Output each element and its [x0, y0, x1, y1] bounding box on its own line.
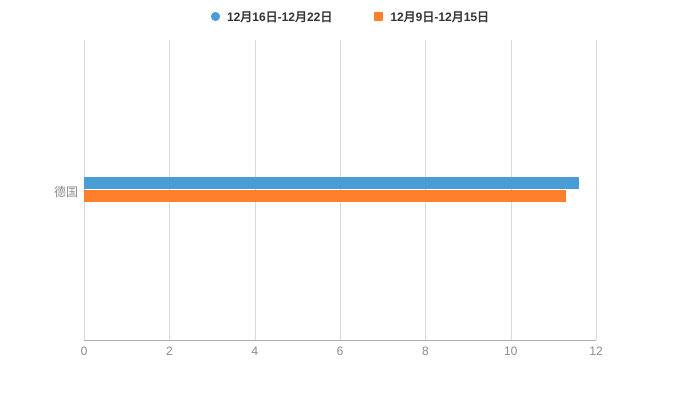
y-axis-category-label: 德国	[53, 185, 78, 199]
legend-label: 12月16日-12月22日	[226, 10, 333, 24]
bar-current-week[interactable]	[84, 177, 579, 189]
x-axis-tick-label: 12	[589, 344, 603, 358]
chart-legend: 12月16日-12月22日 12月9日-12月15日	[0, 8, 700, 25]
x-axis-tick-label: 0	[80, 344, 88, 358]
x-axis-tick-label: 6	[336, 344, 344, 358]
gridline	[596, 40, 597, 340]
x-axis-tick-label: 4	[251, 344, 258, 358]
bar-group	[84, 177, 596, 203]
x-axis-tick-label: 10	[503, 344, 518, 358]
x-axis-tick-label: 2	[165, 344, 173, 358]
x-axis-tick-label: 8	[421, 344, 429, 358]
legend-label: 12月9日-12月15日	[390, 10, 490, 24]
legend-circle-marker-icon	[210, 12, 220, 21]
legend-item-week-previous[interactable]: 12月9日-12月15日	[374, 8, 489, 25]
legend-item-week-current[interactable]: 12月16日-12月22日	[210, 8, 333, 25]
legend-square-marker-icon	[374, 12, 384, 21]
plot-area: 0 2 4 6 8 10 12	[81, 40, 603, 358]
bar-previous-week[interactable]	[84, 190, 567, 202]
